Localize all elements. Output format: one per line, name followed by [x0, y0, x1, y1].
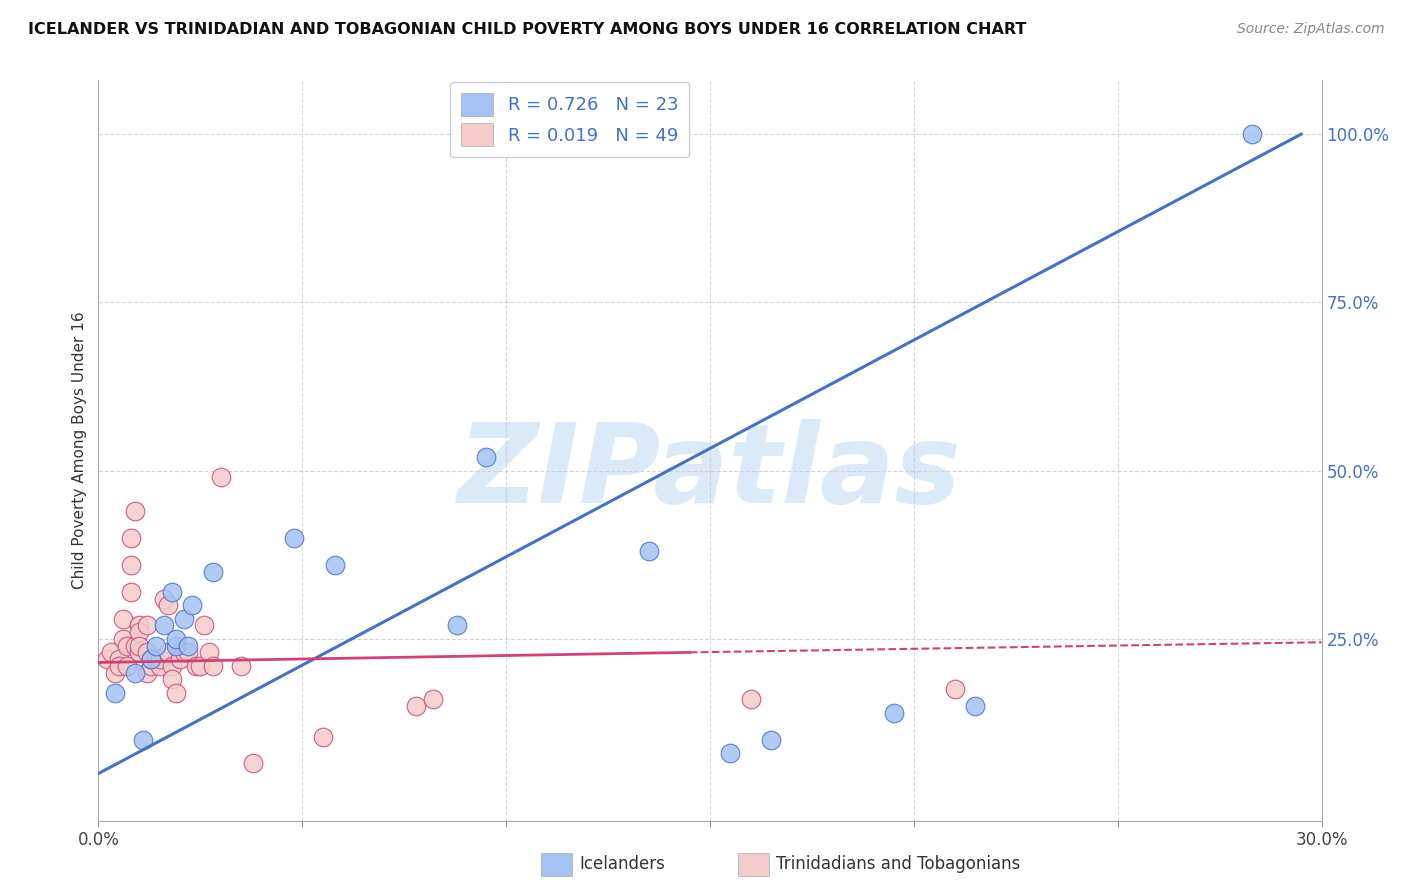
Point — [120, 531, 142, 545]
Text: ZIPatlas: ZIPatlas — [458, 419, 962, 526]
Point — [128, 618, 150, 632]
Point — [156, 599, 179, 613]
Point — [231, 658, 253, 673]
Point — [446, 618, 468, 632]
Point — [186, 658, 208, 673]
Point — [108, 652, 131, 666]
Point — [165, 686, 187, 700]
Point — [173, 612, 195, 626]
Point — [209, 470, 232, 484]
Point — [323, 558, 346, 572]
Point — [943, 682, 966, 697]
Point — [188, 658, 212, 673]
Point — [201, 565, 224, 579]
Point — [156, 645, 179, 659]
Point — [96, 652, 118, 666]
Point — [169, 652, 191, 666]
Point — [149, 658, 172, 673]
Point — [124, 504, 146, 518]
Point — [104, 665, 127, 680]
Point — [160, 673, 183, 687]
Text: Icelanders: Icelanders — [579, 855, 665, 873]
Point — [108, 658, 131, 673]
Point — [149, 652, 172, 666]
Point — [761, 732, 783, 747]
Point — [152, 618, 174, 632]
Point — [160, 658, 183, 673]
Point — [115, 639, 138, 653]
Point — [141, 652, 163, 666]
Point — [128, 645, 150, 659]
Point — [124, 639, 146, 653]
Y-axis label: Child Poverty Among Boys Under 16: Child Poverty Among Boys Under 16 — [72, 311, 87, 590]
Point — [169, 645, 191, 659]
Point — [152, 591, 174, 606]
Point — [165, 632, 187, 646]
Point — [120, 584, 142, 599]
Point — [422, 692, 444, 706]
Point — [474, 450, 498, 465]
Point — [145, 639, 167, 653]
Point — [136, 645, 159, 659]
Point — [638, 544, 661, 558]
Point — [177, 639, 200, 653]
Point — [740, 692, 762, 706]
Point — [141, 658, 163, 673]
Point — [111, 632, 134, 646]
Legend: R = 0.726   N = 23, R = 0.019   N = 49: R = 0.726 N = 23, R = 0.019 N = 49 — [450, 82, 689, 157]
Point — [193, 618, 215, 632]
Text: ICELANDER VS TRINIDADIAN AND TOBAGONIAN CHILD POVERTY AMONG BOYS UNDER 16 CORREL: ICELANDER VS TRINIDADIAN AND TOBAGONIAN … — [28, 22, 1026, 37]
Point — [242, 756, 264, 771]
Point — [181, 599, 204, 613]
Point — [136, 665, 159, 680]
Point — [197, 645, 219, 659]
Point — [201, 658, 224, 673]
Point — [120, 558, 142, 572]
Point — [160, 584, 183, 599]
Point — [132, 732, 155, 747]
Point — [115, 658, 138, 673]
Point — [165, 639, 187, 653]
Point — [128, 625, 150, 640]
Point — [1241, 127, 1264, 141]
Text: Trinidadians and Tobagonians: Trinidadians and Tobagonians — [776, 855, 1021, 873]
Point — [124, 665, 146, 680]
Point — [405, 699, 427, 714]
Point — [283, 531, 305, 545]
Point — [111, 612, 134, 626]
Text: Source: ZipAtlas.com: Source: ZipAtlas.com — [1237, 22, 1385, 37]
Point — [136, 618, 159, 632]
Point — [312, 730, 335, 744]
Point — [104, 686, 127, 700]
Point — [145, 652, 167, 666]
Point — [883, 706, 905, 720]
Point — [100, 645, 122, 659]
Point — [965, 699, 987, 714]
Point — [173, 645, 195, 659]
Point — [720, 747, 742, 761]
Point — [128, 639, 150, 653]
Point — [177, 645, 200, 659]
Point — [141, 652, 163, 666]
